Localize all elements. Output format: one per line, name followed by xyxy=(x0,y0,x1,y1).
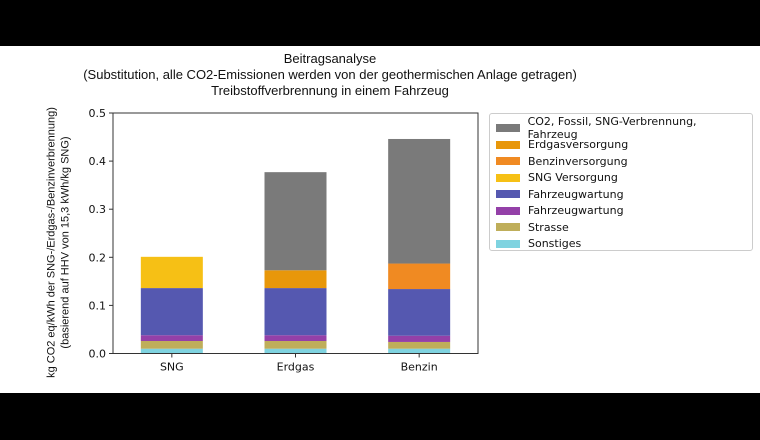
legend-item: Fahrzeugwartung xyxy=(496,203,746,220)
bar-segment xyxy=(264,348,327,354)
legend: CO2, Fossil, SNG-Verbrennung, Fahrzeug Er… xyxy=(489,113,753,251)
bar-segment xyxy=(140,340,203,349)
plot-frame xyxy=(112,112,479,354)
chart-title: Beitragsanalyse xyxy=(283,51,377,66)
chart-subtitle-2: Treibstoffverbrennung in einem Fahrzeug xyxy=(211,83,449,98)
legend-swatch xyxy=(496,206,520,215)
legend-swatch xyxy=(496,223,520,232)
legend-item: Benzinversorgung xyxy=(496,153,746,170)
bar-chart: SNG Erdgas Benzin 0.0 0.1 0.2 0.3 0.4 0.5 xyxy=(89,107,479,374)
legend-item: SNG Versorgung xyxy=(496,170,746,187)
legend-item: Erdgasversorgung xyxy=(496,137,746,154)
bar-segment xyxy=(264,172,327,271)
bar-segment xyxy=(140,288,203,336)
bar-segment xyxy=(388,348,451,354)
bar-segment xyxy=(388,341,451,349)
bar-segment xyxy=(264,288,327,336)
legend-label: Sonstiges xyxy=(528,237,582,251)
legend-item: Fahrzeugwartung xyxy=(496,186,746,203)
chart-subtitle: (Substitution, alle CO2-Emissionen werde… xyxy=(83,67,577,82)
legend-swatch xyxy=(496,173,520,182)
legend-item: Sonstiges xyxy=(496,236,746,253)
legend-swatch xyxy=(496,157,520,166)
legend-item: CO2, Fossil, SNG-Verbrennung, Fahrzeug xyxy=(496,115,746,141)
legend-item: Strasse xyxy=(496,219,746,236)
bar-segment xyxy=(264,335,327,341)
legend-swatch xyxy=(496,190,520,199)
x-tick-label: Erdgas xyxy=(277,361,315,374)
y-tick-label: 0.5 xyxy=(89,107,107,120)
x-tick-label: SNG xyxy=(160,361,184,374)
bar-segment xyxy=(140,256,203,289)
legend-label: Strasse xyxy=(528,220,569,234)
chart-panel: Beitragsanalyse (Substitution, alle CO2-… xyxy=(0,46,760,393)
legend-label: Fahrzeugwartung xyxy=(528,204,624,218)
bar-segment xyxy=(388,289,451,336)
legend-swatch xyxy=(496,124,520,133)
legend-label: Benzinversorgung xyxy=(528,154,628,168)
legend-swatch xyxy=(496,239,520,248)
legend-label: Erdgasversorgung xyxy=(528,138,629,152)
bar-segment xyxy=(264,270,327,289)
y-tick-label: 0.4 xyxy=(89,155,107,168)
bar-segment xyxy=(140,335,203,341)
legend-label: SNG Versorgung xyxy=(528,171,618,185)
y-tick-label: 0.2 xyxy=(89,251,107,264)
bar-segment xyxy=(388,263,451,290)
bar-segment xyxy=(388,138,451,264)
bar-segment xyxy=(140,348,203,354)
y-tick-label: 0.1 xyxy=(89,299,107,312)
x-tick-label: Benzin xyxy=(401,361,438,374)
bar-segment xyxy=(264,340,327,349)
legend-swatch xyxy=(496,140,520,149)
legend-label: Fahrzeugwartung xyxy=(528,187,624,201)
bar-segment xyxy=(388,335,451,342)
legend-label: CO2, Fossil, SNG-Verbrennung, Fahrzeug xyxy=(527,115,697,142)
y-tick-label: 0.3 xyxy=(89,203,107,216)
y-tick-label: 0.0 xyxy=(89,348,107,361)
